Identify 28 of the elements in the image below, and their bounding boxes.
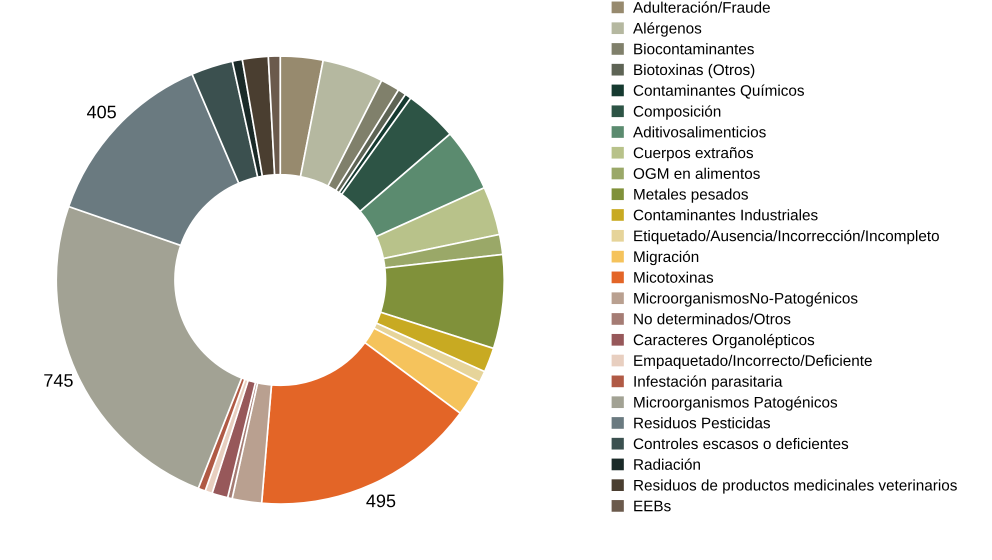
data-label: 405 bbox=[86, 106, 116, 118]
legend-label: Alérgenos bbox=[633, 22, 702, 37]
legend-label: Infestación parasitaria bbox=[634, 375, 782, 390]
legend-label: Microorganismos Patogénicos bbox=[634, 396, 838, 411]
data-label: 495 bbox=[366, 494, 396, 508]
legend-label: No determinados/Otros bbox=[634, 313, 790, 324]
legend-label: Migración bbox=[634, 250, 698, 266]
legend-label: Radiación bbox=[634, 458, 700, 470]
legend-label: MicroorganismosNo-Patogénicos bbox=[634, 292, 858, 307]
legend-label: Controles escasos o deficientes bbox=[634, 438, 848, 450]
legend-label: Residuos de productos medicinales veterinarios bbox=[634, 479, 957, 494]
legend-label: Caracteres Organolépticos bbox=[634, 334, 814, 348]
legend-label: Cuerpos extraños bbox=[634, 147, 754, 162]
legend-label: OGM en alimentos bbox=[634, 168, 760, 179]
legend-label: Adulteración/Fraude bbox=[633, 1, 770, 13]
legend-label: Contaminantes Químicos bbox=[634, 84, 804, 99]
legend-label: Residuos Pesticidas bbox=[634, 417, 770, 428]
legend-label: Biocontaminantes bbox=[634, 43, 754, 54]
legend-label: Metales pesados bbox=[634, 188, 748, 203]
legend-label: Empaquetado/Incorrecto/Deficiente bbox=[634, 354, 872, 370]
data-label: 745 bbox=[44, 374, 73, 387]
legend-label: EEBs bbox=[634, 500, 671, 512]
legend-label: Composición bbox=[634, 105, 720, 120]
legend-label: Contaminantes Industriales bbox=[634, 209, 818, 220]
legend-label: Micotoxinas bbox=[634, 272, 714, 283]
legend-label: Biotoxinas (Otros) bbox=[634, 64, 754, 78]
legend-label: Aditivosalimenticios bbox=[633, 126, 766, 138]
legend-label: Etiquetado/Ausencia/Incorrección/Incompleto bbox=[634, 230, 939, 244]
